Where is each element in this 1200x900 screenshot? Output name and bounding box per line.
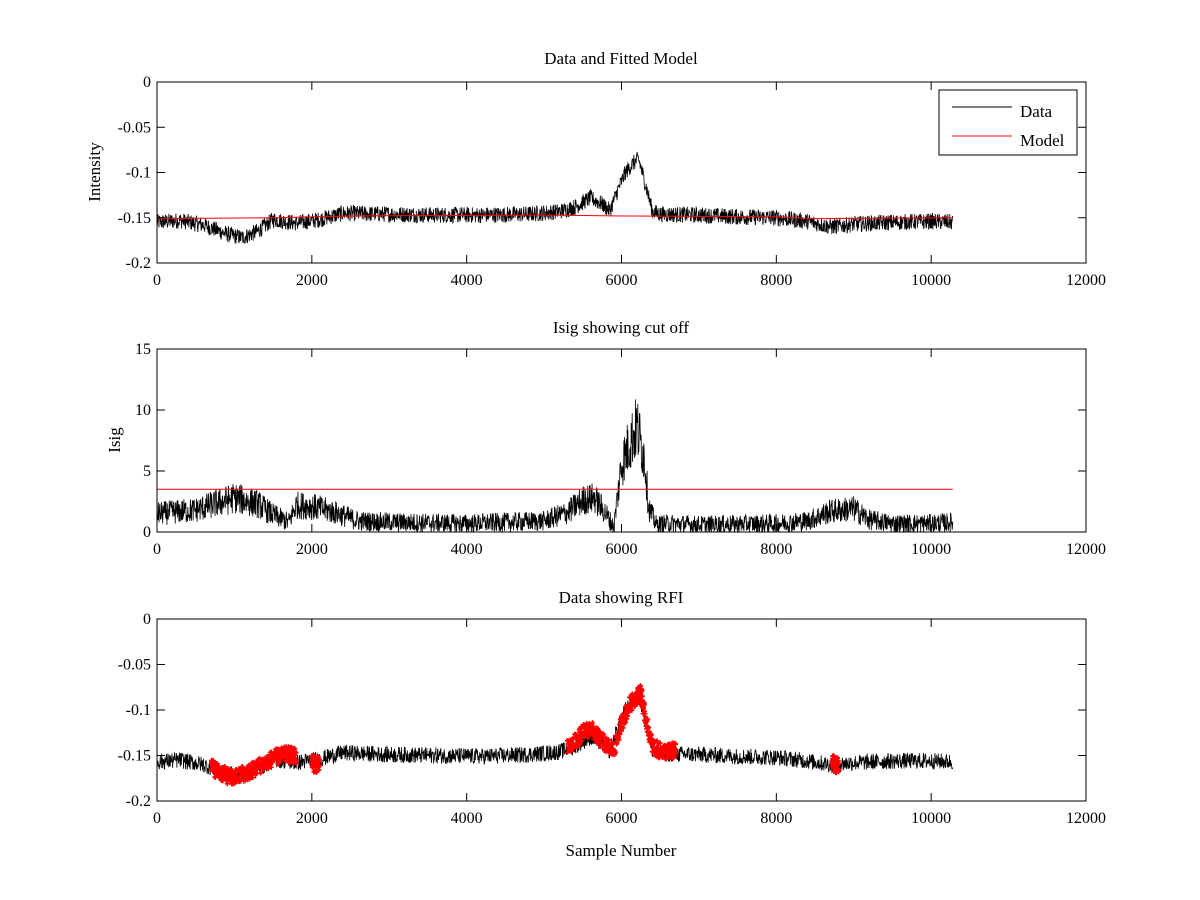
rfi-marker: [316, 763, 322, 769]
series-line-model: [157, 214, 953, 220]
legend-entry-data: Data: [1020, 102, 1053, 121]
x-tick-label: 8000: [760, 272, 792, 289]
rfi-marker: [612, 750, 618, 756]
rfi-marker: [232, 772, 238, 778]
x-tick-label: 8000: [760, 810, 792, 827]
rfi-marker: [258, 770, 264, 776]
rfi-marker: [617, 731, 623, 737]
rfi-marker: [624, 716, 630, 722]
x-tick-label: 0: [153, 272, 161, 289]
plot-layer: [157, 683, 954, 787]
legend-entry-model: Model: [1020, 131, 1065, 150]
legend-box: [938, 89, 1078, 156]
x-tick-label: 10000: [911, 810, 951, 827]
x-axis-label: Sample Number: [566, 841, 677, 860]
rfi-marker: [836, 760, 842, 766]
rfi-marker: [614, 740, 620, 746]
y-tick-label: 0: [143, 524, 151, 541]
y-tick-label: -0.05: [118, 657, 151, 674]
rfi-marker: [277, 759, 283, 765]
x-tick-label: 6000: [606, 541, 638, 558]
rfi-marker: [646, 725, 652, 731]
x-tick-label: 12000: [1066, 810, 1106, 827]
y-tick-label: -0.2: [126, 255, 151, 272]
rfi-marker: [569, 748, 575, 754]
panel-title: Data and Fitted Model: [544, 49, 698, 68]
y-tick-label: 10: [135, 402, 151, 419]
x-tick-label: 12000: [1066, 272, 1106, 289]
rfi-marker: [293, 760, 299, 766]
y-tick-label: -0.1: [126, 165, 151, 182]
rfi-marker: [316, 756, 322, 762]
rfi-marker: [620, 725, 626, 731]
rfi-marker: [672, 751, 678, 757]
plot-layer: [157, 399, 954, 532]
ticks-layer: 0 2000 4000 6000 8000 10000 12000 0 -0.05 -0.1 -0.…: [118, 611, 1106, 827]
rfi-marker: [648, 732, 654, 738]
panel-title: Data showing RFI: [559, 588, 684, 607]
x-tick-label: 0: [153, 810, 161, 827]
rfi-marker: [224, 781, 230, 787]
rfi-marker: [657, 740, 663, 746]
x-tick-label: 2000: [296, 272, 328, 289]
rfi-marker: [641, 701, 647, 707]
rfi-marker: [577, 741, 583, 747]
rfi-marker: [621, 715, 627, 721]
rfi-marker: [268, 764, 274, 770]
rfi-marker: [673, 741, 679, 747]
y-tick-label: 15: [135, 341, 151, 358]
x-tick-label: 4000: [451, 541, 483, 558]
rfi-marker: [639, 688, 645, 694]
y-tick-label: 0: [143, 611, 151, 628]
x-tick-label: 8000: [760, 541, 792, 558]
y-tick-label: -0.15: [118, 748, 151, 765]
rfi-marker: [629, 707, 635, 713]
legend: Data Model: [938, 89, 1078, 156]
x-tick-label: 10000: [911, 541, 951, 558]
x-tick-label: 12000: [1066, 541, 1106, 558]
panel-title: Isig showing cut off: [553, 318, 689, 337]
rfi-marker: [836, 768, 842, 774]
ticks-layer: 0 2000 4000 6000 8000 10000 12000 0 5 10 15: [135, 341, 1106, 558]
rfi-markers: [208, 683, 842, 787]
rfi-marker: [616, 737, 622, 743]
rfi-marker: [622, 719, 628, 725]
panel-data-and-fitted-model: 0 2000 4000 6000 8000 10000 12000 0 -0.05 -0.1 -0.…: [85, 49, 1106, 289]
y-tick-label: -0.1: [126, 702, 151, 719]
x-tick-label: 6000: [606, 272, 638, 289]
plot-area: [157, 399, 954, 532]
rfi-marker: [639, 693, 645, 699]
x-tick-label: 10000: [911, 272, 951, 289]
y-tick-label: 0: [143, 74, 151, 91]
rfi-marker: [645, 716, 651, 722]
y-axis-label: Intensity: [85, 142, 104, 202]
panel-isig-showing-cut-off: 0 2000 4000 6000 8000 10000 12000 0 5 10 15 Isig s…: [105, 318, 1106, 558]
x-tick-label: 6000: [606, 810, 638, 827]
y-tick-label: -0.15: [118, 210, 151, 227]
x-tick-label: 2000: [296, 541, 328, 558]
y-tick-label: -0.2: [126, 793, 151, 810]
x-tick-label: 0: [153, 541, 161, 558]
plot-area: [157, 151, 954, 244]
x-tick-label: 4000: [451, 272, 483, 289]
ticks-layer: 0 2000 4000 6000 8000 10000 12000 0 -0.05 -0.1 -0.…: [118, 74, 1106, 289]
rfi-marker: [606, 737, 612, 743]
rfi-marker: [579, 738, 585, 744]
y-tick-label: -0.05: [118, 119, 151, 136]
y-axis-label: Isig: [105, 427, 124, 453]
rfi-marker: [250, 775, 256, 781]
y-tick-label: 5: [143, 463, 151, 480]
rfi-marker: [293, 749, 299, 755]
plot-layer: [157, 151, 954, 244]
rfi-marker: [585, 735, 591, 741]
x-tick-label: 4000: [451, 810, 483, 827]
x-tick-label: 2000: [296, 810, 328, 827]
series-line-0: [157, 399, 954, 532]
panel-data-showing-rfi: 0 2000 4000 6000 8000 10000 12000 0 -0.05 -0.1 -0.…: [118, 588, 1106, 860]
plot-area: [157, 683, 954, 787]
